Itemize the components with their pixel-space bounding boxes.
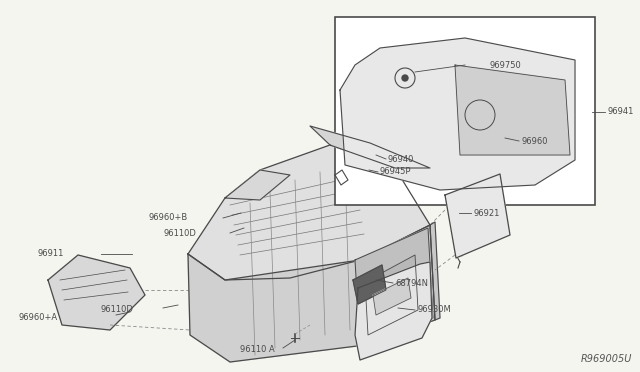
Text: 96960+A: 96960+A [19, 312, 58, 321]
Polygon shape [373, 278, 411, 315]
Text: 96110D: 96110D [100, 305, 133, 314]
Text: R969005U: R969005U [580, 354, 632, 364]
Polygon shape [455, 65, 570, 155]
Polygon shape [445, 174, 510, 258]
Text: 96960: 96960 [522, 137, 548, 145]
Polygon shape [430, 222, 440, 320]
Text: 96110D: 96110D [163, 228, 196, 237]
Text: 96945P: 96945P [380, 167, 412, 176]
Polygon shape [188, 225, 435, 362]
Text: 96911: 96911 [38, 250, 64, 259]
Circle shape [402, 75, 408, 81]
Polygon shape [48, 255, 145, 330]
Text: 96110 A: 96110 A [240, 346, 275, 355]
Polygon shape [353, 265, 386, 304]
Polygon shape [355, 228, 433, 344]
Text: 96960+B: 96960+B [148, 214, 188, 222]
Text: 68794N: 68794N [395, 279, 428, 288]
Polygon shape [340, 38, 575, 190]
Bar [335, 17, 595, 205]
Text: 96940: 96940 [388, 154, 414, 164]
Polygon shape [225, 170, 290, 200]
Text: 96921: 96921 [473, 208, 499, 218]
Text: 96941: 96941 [608, 108, 634, 116]
Polygon shape [355, 262, 432, 360]
Text: 96930M: 96930M [417, 305, 451, 314]
Polygon shape [310, 126, 430, 168]
Polygon shape [365, 255, 418, 335]
Polygon shape [188, 145, 430, 280]
Text: 969750: 969750 [490, 61, 522, 70]
